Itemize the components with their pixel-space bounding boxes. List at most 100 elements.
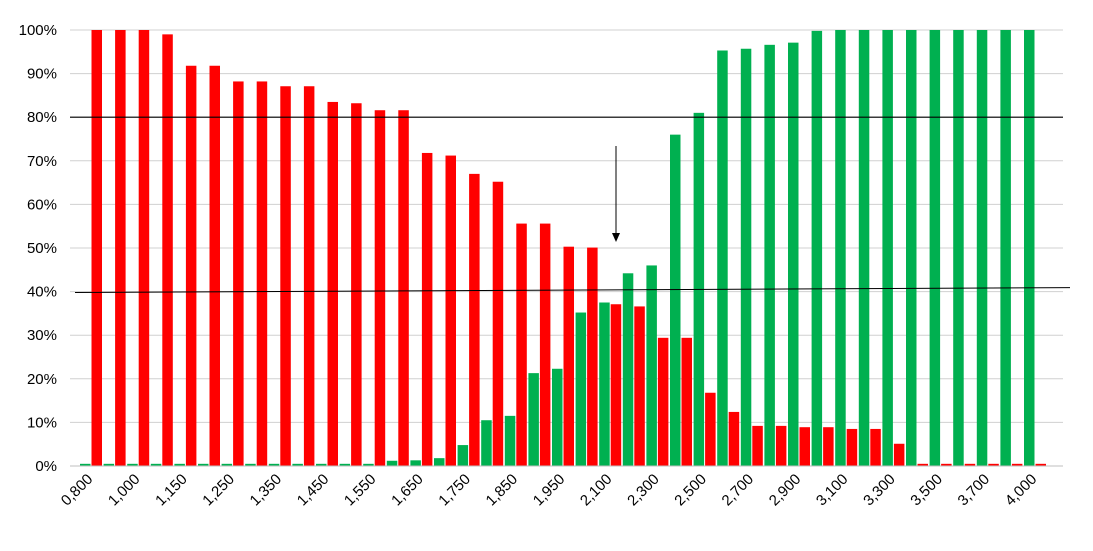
bar-red xyxy=(115,30,126,466)
x-tick-label: 1,950 xyxy=(530,471,569,510)
x-tick-label: 2,900 xyxy=(766,471,805,510)
bar-green xyxy=(221,463,233,466)
bar-green xyxy=(410,460,421,466)
bar-green xyxy=(788,42,799,466)
bar-green xyxy=(835,30,846,466)
x-tick-label: 1,150 xyxy=(152,471,191,510)
x-tick-label: 2,500 xyxy=(671,471,710,510)
bar-green xyxy=(552,368,563,466)
bar-red xyxy=(705,392,716,466)
y-axis: 0% 10% 20% 30% 40% 50% 60% 70% 80% 90% 100% xyxy=(19,22,57,475)
x-tick-label: 3,700 xyxy=(955,471,994,510)
x-tick-label: 3,500 xyxy=(907,471,946,510)
bar-red xyxy=(91,30,102,466)
bar-green xyxy=(906,30,917,466)
y-tick-label: 60% xyxy=(27,196,57,213)
bar-green xyxy=(386,460,398,466)
bar-green xyxy=(717,50,728,466)
bar-green xyxy=(316,463,327,466)
trend-line xyxy=(74,287,1071,293)
x-tick-label: 1,850 xyxy=(483,471,522,510)
bar-green xyxy=(363,463,374,466)
bar-red xyxy=(634,306,645,466)
bar-green xyxy=(622,273,634,466)
y-tick-label: 10% xyxy=(27,414,57,431)
bar-green xyxy=(929,30,941,466)
bar-green xyxy=(764,44,775,466)
bar-red xyxy=(162,34,173,467)
x-tick-label: 3,300 xyxy=(860,471,899,510)
bar-green xyxy=(811,30,823,466)
bar-green xyxy=(953,30,964,466)
bar-red xyxy=(1011,463,1023,466)
bar-green xyxy=(528,373,539,466)
bar-red xyxy=(941,463,952,466)
bar-red xyxy=(516,223,527,466)
bar-red xyxy=(1035,463,1046,466)
x-tick-label: 2,300 xyxy=(624,471,663,510)
bar-red xyxy=(280,86,291,466)
bar-red xyxy=(256,81,268,466)
x-tick-label: 2,100 xyxy=(577,471,616,510)
bar-red xyxy=(988,463,999,466)
y-tick-label: 70% xyxy=(27,153,57,170)
bar-red xyxy=(799,427,810,466)
bar-green xyxy=(198,463,209,466)
bar-red xyxy=(893,443,905,466)
bar-red xyxy=(681,337,692,466)
bar-red xyxy=(728,411,740,466)
x-tick-label: 1,000 xyxy=(105,471,144,510)
bar-green xyxy=(976,30,988,466)
bar-red xyxy=(138,30,150,466)
y-tick-label: 80% xyxy=(27,109,57,126)
bar-red xyxy=(823,427,834,466)
bar-green xyxy=(127,463,138,466)
x-axis: 0,800 1,000 1,150 1,250 1,350 1,450 1,550 1,650… xyxy=(58,465,1063,510)
bar-green xyxy=(575,312,587,466)
bar-red xyxy=(846,428,858,466)
x-tick-label: 4,000 xyxy=(1002,471,1041,510)
bar-red xyxy=(445,155,456,466)
bar-red xyxy=(398,110,409,466)
bar-red xyxy=(587,247,598,466)
bars xyxy=(80,30,1046,467)
bar-green xyxy=(882,30,893,466)
bar-red xyxy=(917,463,928,466)
bar-red xyxy=(657,337,669,466)
bar-red xyxy=(610,304,622,466)
bar-red xyxy=(492,181,504,466)
bar-green xyxy=(245,463,256,466)
bar-red xyxy=(752,425,763,466)
bar-green xyxy=(103,463,115,466)
bar-red xyxy=(775,425,787,466)
bar-green xyxy=(504,415,516,466)
bar-green xyxy=(1000,30,1011,466)
x-tick-label: 1,450 xyxy=(294,471,333,510)
bar-green xyxy=(740,48,752,467)
bar-red xyxy=(185,65,197,466)
bar-green xyxy=(481,420,492,466)
bar-green xyxy=(268,463,280,466)
y-tick-label: 20% xyxy=(27,371,57,388)
bar-green xyxy=(1024,30,1035,466)
y-tick-label: 100% xyxy=(19,22,57,39)
bar-green xyxy=(339,463,351,466)
bar-green xyxy=(646,265,657,466)
y-tick-label: 50% xyxy=(27,240,57,257)
bar-red xyxy=(421,152,433,466)
bar-green xyxy=(80,463,91,466)
bar-red xyxy=(469,173,480,466)
annotations xyxy=(70,116,1071,293)
bar-green xyxy=(599,302,610,466)
bar-green xyxy=(670,134,681,466)
bar-red xyxy=(964,463,976,466)
bar-red xyxy=(374,110,386,466)
bar-green xyxy=(150,463,162,466)
x-tick-label: 3,100 xyxy=(813,471,852,510)
x-tick-label: 1,250 xyxy=(199,471,238,510)
arrow-head xyxy=(612,233,620,242)
bar-green xyxy=(858,30,870,466)
bar-red xyxy=(209,65,220,466)
